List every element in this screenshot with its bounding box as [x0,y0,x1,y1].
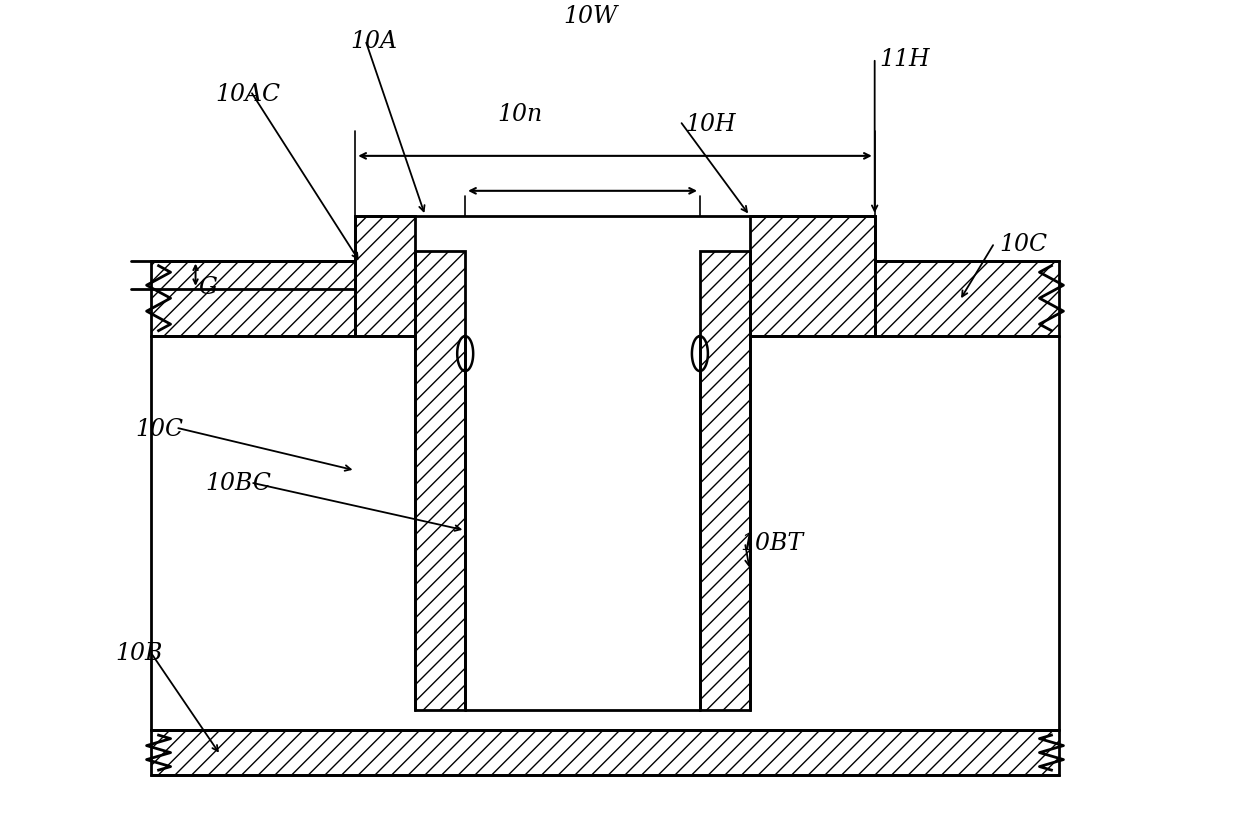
Text: 10H: 10H [684,113,735,136]
Text: 10W: 10W [563,5,618,28]
Text: 10BC: 10BC [206,473,272,495]
Polygon shape [750,216,874,336]
Polygon shape [150,730,1059,775]
Text: 11H: 11H [879,48,930,71]
Text: 10n: 10n [497,103,543,126]
Text: 10AC: 10AC [216,83,280,106]
Polygon shape [874,261,1059,336]
Polygon shape [356,216,415,336]
Text: 10C: 10C [999,233,1048,256]
Text: 10C: 10C [135,417,184,440]
Polygon shape [150,261,356,336]
Text: 10A: 10A [351,30,397,53]
Text: G: G [198,276,217,298]
Polygon shape [699,251,750,711]
Polygon shape [415,251,465,711]
Text: 10B: 10B [115,642,162,666]
Text: 10BT: 10BT [740,533,804,555]
